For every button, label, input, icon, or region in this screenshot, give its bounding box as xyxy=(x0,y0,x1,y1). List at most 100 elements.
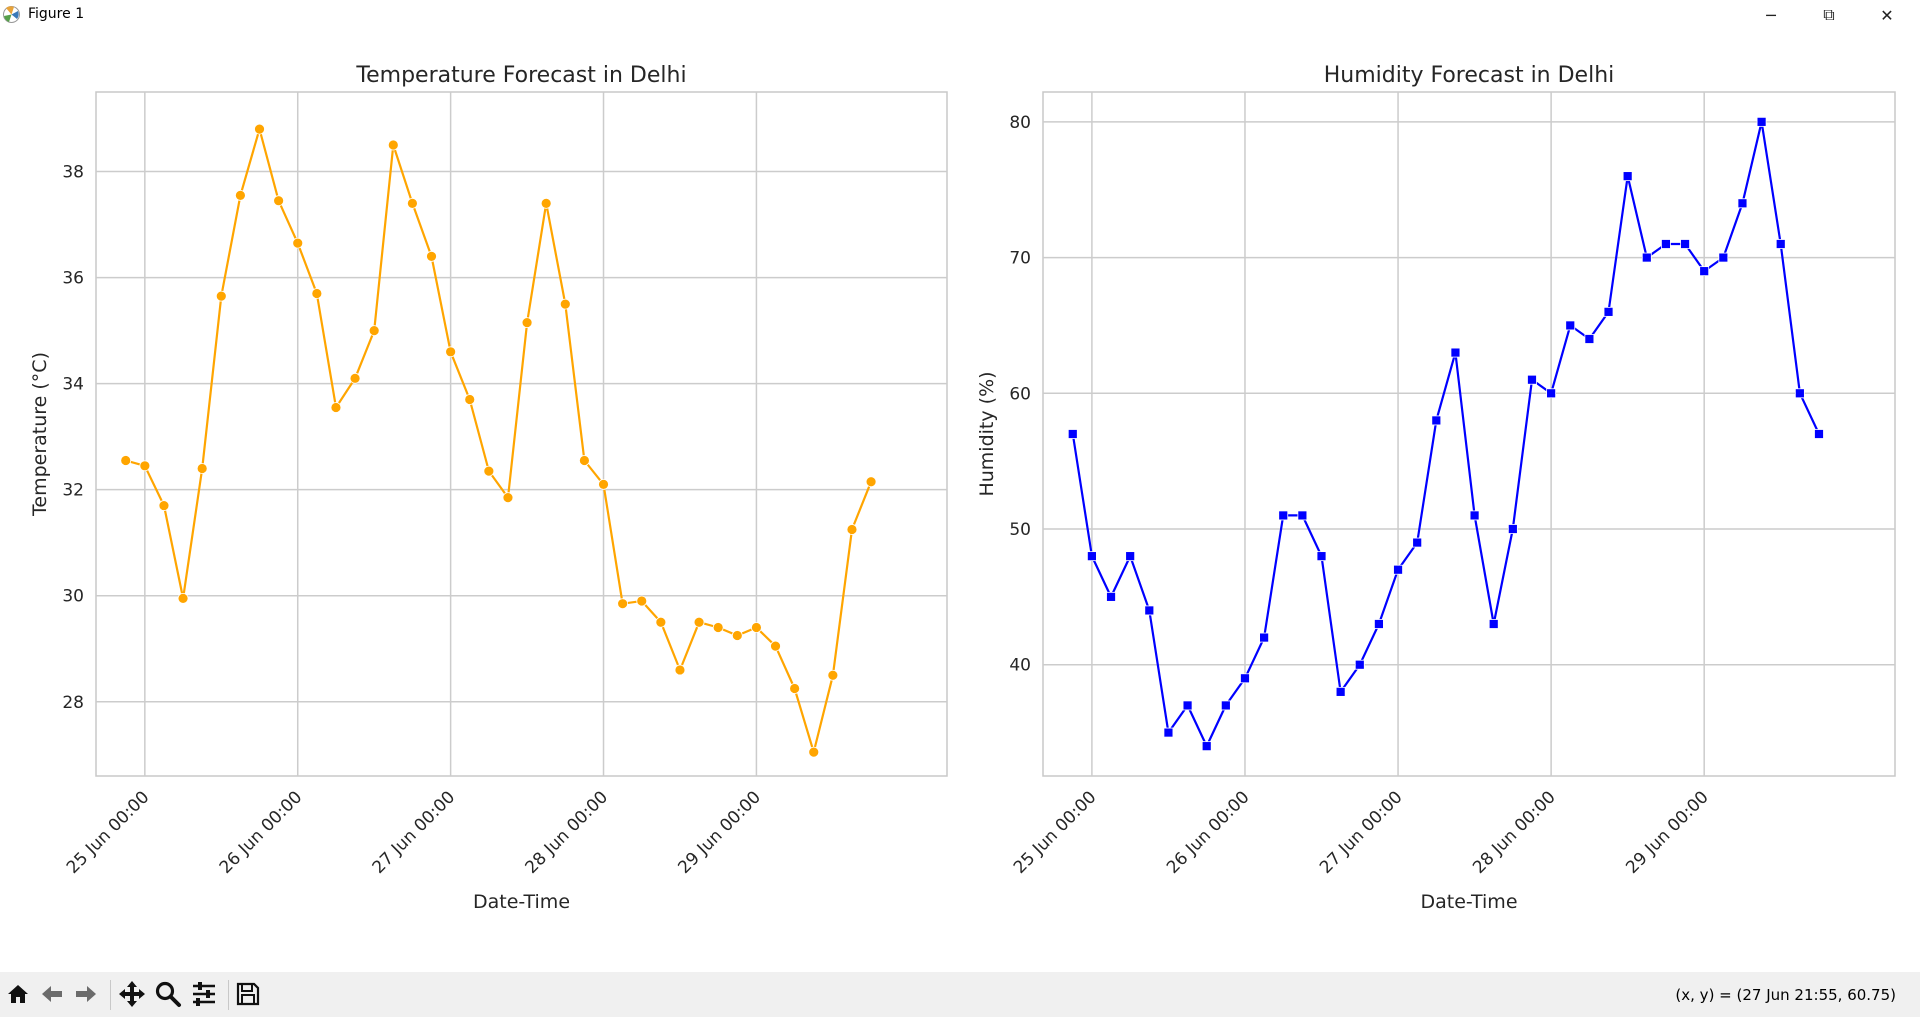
x-tick-label: 26 Jun 00:00 xyxy=(216,787,307,878)
data-point-marker xyxy=(1814,429,1824,439)
data-point-marker xyxy=(330,402,342,413)
home-button[interactable] xyxy=(2,978,34,1010)
forward-icon xyxy=(76,986,96,1002)
zoom-button[interactable] xyxy=(152,978,184,1010)
data-point-marker xyxy=(521,317,533,329)
configure-subplots-button[interactable] xyxy=(188,978,220,1010)
x-tick-label: 27 Jun 00:00 xyxy=(369,787,460,878)
x-tick-label: 25 Jun 00:00 xyxy=(63,787,154,878)
data-point-marker xyxy=(1259,632,1270,643)
back-icon xyxy=(42,986,62,1002)
pan-button[interactable] xyxy=(116,978,148,1010)
y-tick-label: 50 xyxy=(1009,520,1031,540)
close-button[interactable]: ✕ xyxy=(1880,5,1894,25)
y-axis-label: Temperature (°C) xyxy=(29,352,51,517)
x-tick-label: 27 Jun 00:00 xyxy=(1316,787,1407,878)
data-point-marker xyxy=(1067,429,1078,439)
figure-canvas[interactable]: 25 Jun 00:00 26 Jun 00:00 27 Jun 00:00 28 J… xyxy=(0,30,1920,972)
data-point-marker xyxy=(1163,727,1174,738)
forward-button[interactable] xyxy=(70,978,102,1010)
data-point-marker xyxy=(1144,605,1155,616)
data-point-marker xyxy=(636,595,648,607)
data-point-marker xyxy=(292,237,304,249)
data-point-marker xyxy=(1335,686,1346,697)
x-tick-label: 25 Jun 00:00 xyxy=(1010,787,1101,878)
window-titlebar: Figure 1 ─ ⧉ ✕ xyxy=(0,0,1920,30)
data-point-marker xyxy=(1354,659,1365,670)
pan-icon xyxy=(119,981,145,1007)
data-point-marker xyxy=(1565,320,1576,331)
back-button[interactable] xyxy=(36,978,68,1010)
data-point-marker xyxy=(1699,266,1710,277)
data-point-marker xyxy=(789,683,801,694)
data-point-marker xyxy=(693,616,705,628)
toolbar-separator xyxy=(228,980,229,1010)
data-point-marker xyxy=(1546,388,1557,399)
data-point-marker xyxy=(1680,239,1690,249)
data-point-marker xyxy=(215,290,227,302)
data-point-marker xyxy=(311,288,323,299)
y-tick-label: 28 xyxy=(62,693,84,713)
data-point-marker xyxy=(1412,537,1423,548)
matplotlib-app-icon xyxy=(3,6,20,23)
data-point-marker xyxy=(1316,551,1327,562)
data-point-marker xyxy=(1527,374,1537,385)
data-point-marker xyxy=(1086,551,1097,562)
zoom-icon xyxy=(155,981,181,1007)
data-point-marker xyxy=(502,492,514,504)
y-tick-label: 40 xyxy=(1009,656,1031,676)
home-icon xyxy=(8,985,28,1003)
y-tick-label: 80 xyxy=(1009,113,1031,133)
navigation-toolbar: (x, y) = (27 Jun 21:55, 60.75) xyxy=(0,972,1920,1017)
minimize-button[interactable]: ─ xyxy=(1766,5,1776,25)
data-point-marker xyxy=(579,455,590,466)
data-point-marker xyxy=(1374,619,1384,629)
data-point-marker xyxy=(846,524,858,535)
data-point-marker xyxy=(158,500,170,511)
data-point-marker xyxy=(273,195,285,207)
data-point-marker xyxy=(674,664,686,676)
data-point-marker xyxy=(1106,591,1116,602)
data-point-marker xyxy=(598,478,609,490)
data-point-marker xyxy=(617,598,629,610)
data-point-marker xyxy=(1603,306,1614,317)
data-point-marker xyxy=(1297,510,1308,521)
y-tick-label: 60 xyxy=(1009,384,1031,404)
data-point-marker xyxy=(808,746,820,758)
data-point-marker xyxy=(1737,198,1748,209)
x-axis-label: Date-Time xyxy=(1420,891,1517,913)
toolbar-separator xyxy=(110,980,111,1010)
data-point-marker xyxy=(139,460,151,472)
data-point-marker xyxy=(1488,619,1499,629)
data-point-marker xyxy=(120,455,132,466)
maximize-button[interactable]: ⧉ xyxy=(1823,5,1835,24)
y-axis-label: Humidity (%) xyxy=(976,371,998,496)
data-point-marker xyxy=(196,463,208,474)
data-point-marker xyxy=(1450,347,1461,358)
data-point-marker xyxy=(368,325,380,337)
data-point-marker xyxy=(770,640,781,652)
data-point-marker xyxy=(483,465,495,477)
save-button[interactable] xyxy=(232,978,264,1010)
data-point-marker xyxy=(827,669,839,681)
data-point-marker xyxy=(1469,510,1480,521)
x-tick-label: 29 Jun 00:00 xyxy=(674,787,765,878)
subplot-humidity: 25 Jun 00:00 26 Jun 00:00 27 Jun 00:00 28 J… xyxy=(976,63,1896,913)
y-tick-label: 34 xyxy=(62,375,84,395)
data-point-marker xyxy=(731,630,743,641)
data-point-marker xyxy=(751,622,762,633)
data-point-marker xyxy=(177,592,189,604)
save-icon xyxy=(236,982,260,1006)
data-point-marker xyxy=(1641,252,1652,263)
data-point-marker xyxy=(1718,252,1729,263)
data-point-marker xyxy=(1507,524,1518,534)
data-point-marker xyxy=(426,250,437,262)
data-point-marker xyxy=(1756,116,1767,127)
chart-title: Humidity Forecast in Delhi xyxy=(1324,63,1615,88)
y-tick-label: 70 xyxy=(1009,249,1031,269)
configure-subplots-icon xyxy=(193,982,215,1006)
x-tick-label: 29 Jun 00:00 xyxy=(1622,787,1713,878)
x-tick-label: 28 Jun 00:00 xyxy=(522,787,613,878)
data-point-marker xyxy=(865,476,877,488)
data-point-marker xyxy=(655,616,667,628)
